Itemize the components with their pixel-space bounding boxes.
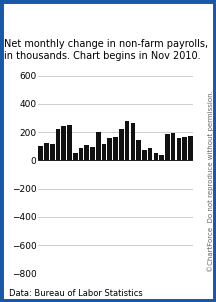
Text: ©ChartForce  Do not reproduce without permission.: ©ChartForce Do not reproduce without per… (207, 90, 214, 272)
Bar (171, 133, 175, 160)
Bar (79, 148, 83, 160)
Bar (136, 140, 141, 160)
Bar (108, 138, 112, 160)
Bar (67, 125, 72, 160)
Text: Net monthly change in non-farm payrolls,
in thousands. Chart begins in Nov 2010.: Net monthly change in non-farm payrolls,… (4, 39, 208, 61)
Bar (61, 126, 66, 160)
Bar (165, 134, 170, 160)
Bar (50, 144, 54, 160)
Bar (56, 129, 60, 160)
Text: Data: Bureau of Labor Statistics: Data: Bureau of Labor Statistics (9, 289, 142, 298)
Text: Employment Report: Employment Report (7, 11, 209, 29)
Bar (188, 136, 193, 160)
Bar (44, 143, 49, 160)
Bar (119, 129, 124, 160)
Bar (177, 138, 181, 160)
Bar (142, 150, 147, 160)
Bar (84, 146, 89, 160)
Bar (159, 155, 164, 160)
Bar (113, 137, 118, 160)
Bar (90, 147, 95, 160)
Bar (182, 137, 187, 160)
Bar (73, 153, 78, 160)
Bar (148, 148, 152, 160)
Bar (96, 132, 101, 160)
Bar (130, 123, 135, 160)
Bar (102, 144, 106, 160)
Bar (38, 146, 43, 160)
Bar (125, 121, 129, 160)
Bar (154, 153, 158, 160)
